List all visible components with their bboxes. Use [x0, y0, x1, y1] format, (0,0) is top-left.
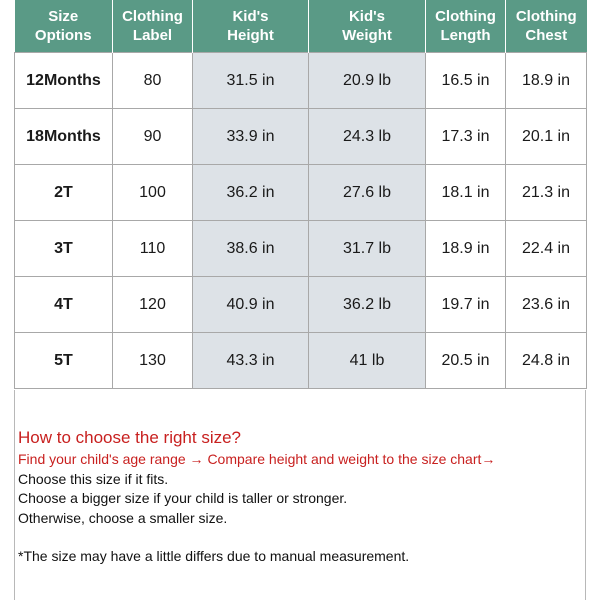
clothing-label-cell: 130: [112, 332, 193, 389]
size-option-cell: 18Months: [14, 108, 113, 165]
weight-cell: 31.7 lb: [308, 220, 426, 277]
weight-cell: 41 lb: [308, 332, 426, 389]
size-guide-box: How to choose the right size? Find your …: [14, 390, 586, 600]
header-clothing-chest: Clothing Chest: [505, 0, 587, 53]
guide-line-smaller: Otherwise, choose a smaller size.: [18, 510, 228, 526]
chest-cell: 18.9 in: [505, 52, 587, 109]
chest-cell: 24.8 in: [505, 332, 587, 389]
table-header-row: Size Options Clothing Label Kid's Height Ki…: [14, 0, 587, 53]
chest-cell: 20.1 in: [505, 108, 587, 165]
weight-cell: 24.3 lb: [308, 108, 426, 165]
guide-line-bigger: Choose a bigger size if your child is ta…: [18, 490, 348, 506]
table-row: 5T 130 43.3 in 41 lb 20.5 in 24.8 in: [14, 332, 587, 389]
clothing-label-cell: 90: [112, 108, 193, 165]
header-kids-weight: Kid's Weight: [308, 0, 426, 53]
length-cell: 16.5 in: [425, 52, 506, 109]
size-option-cell: 4T: [14, 276, 113, 333]
height-cell: 43.3 in: [192, 332, 309, 389]
height-cell: 40.9 in: [192, 276, 309, 333]
weight-cell: 27.6 lb: [308, 164, 426, 221]
size-table: Size Options Clothing Label Kid's Height Ki…: [14, 0, 587, 389]
chest-cell: 23.6 in: [505, 276, 587, 333]
guide-line-fits: Choose this size if it fits.: [18, 471, 169, 487]
clothing-label-cell: 120: [112, 276, 193, 333]
header-size-options: Size Options: [14, 0, 113, 53]
table-row: 2T 100 36.2 in 27.6 lb 18.1 in 21.3 in: [14, 164, 587, 221]
size-chart-sheet: Size Options Clothing Label Kid's Height Ki…: [14, 0, 587, 600]
length-cell: 18.1 in: [425, 164, 506, 221]
table-row: 4T 120 40.9 in 36.2 lb 19.7 in 23.6 in: [14, 276, 587, 333]
length-cell: 20.5 in: [425, 332, 506, 389]
header-clothing-length: Clothing Length: [425, 0, 506, 53]
clothing-label-cell: 80: [112, 52, 193, 109]
guide-steps: Find your child's age range → Compare he…: [18, 451, 496, 467]
clothing-label-cell: 100: [112, 164, 193, 221]
guide-heading: How to choose the right size?: [18, 428, 242, 447]
weight-cell: 20.9 lb: [308, 52, 426, 109]
height-cell: 33.9 in: [192, 108, 309, 165]
chest-cell: 22.4 in: [505, 220, 587, 277]
table-row: 3T 110 38.6 in 31.7 lb 18.9 in 22.4 in: [14, 220, 587, 277]
weight-cell: 36.2 lb: [308, 276, 426, 333]
header-clothing-label: Clothing Label: [112, 0, 193, 53]
clothing-label-cell: 110: [112, 220, 193, 277]
length-cell: 17.3 in: [425, 108, 506, 165]
size-option-cell: 2T: [14, 164, 113, 221]
length-cell: 19.7 in: [425, 276, 506, 333]
height-cell: 31.5 in: [192, 52, 309, 109]
size-option-cell: 3T: [14, 220, 113, 277]
size-option-cell: 12Months: [14, 52, 113, 109]
table-row: 18Months 90 33.9 in 24.3 lb 17.3 in 20.1…: [14, 108, 587, 165]
chest-cell: 21.3 in: [505, 164, 587, 221]
table-row: 12Months 80 31.5 in 20.9 lb 16.5 in 18.9…: [14, 52, 587, 109]
height-cell: 36.2 in: [192, 164, 309, 221]
measurement-note: *The size may have a little differs due …: [18, 548, 410, 564]
height-cell: 38.6 in: [192, 220, 309, 277]
size-option-cell: 5T: [14, 332, 113, 389]
header-kids-height: Kid's Height: [192, 0, 309, 53]
length-cell: 18.9 in: [425, 220, 506, 277]
